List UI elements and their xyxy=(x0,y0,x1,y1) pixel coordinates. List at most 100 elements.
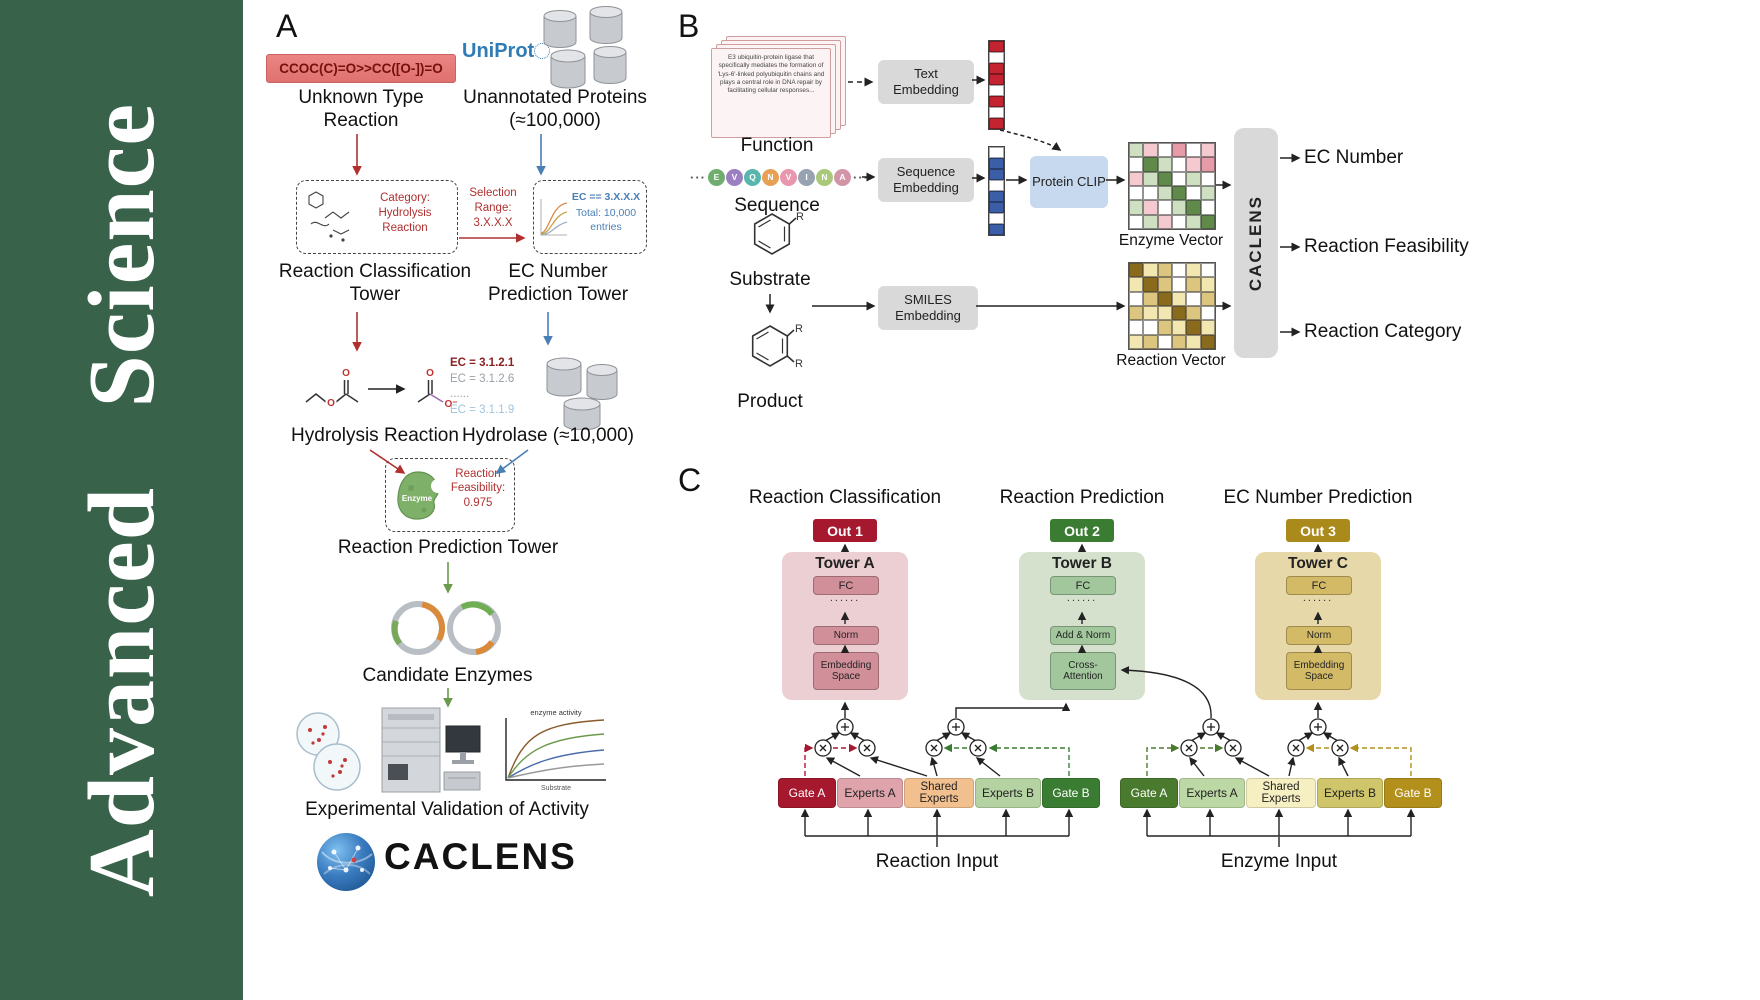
card-front: E3 ubiquitin-protein ligase that specifi… xyxy=(711,48,831,138)
matrix-cell xyxy=(1157,214,1172,229)
matrix-cell xyxy=(1171,320,1187,335)
matrix-cell xyxy=(1129,263,1144,278)
journal-name: Advanced Science xyxy=(69,102,174,898)
feasibility-box: Enzyme Reaction Feasibility: 0.975 xyxy=(385,458,515,532)
protein-clip-box: Protein CLIP xyxy=(1030,156,1108,208)
matrix-cell xyxy=(1157,277,1172,292)
ec-tower-label: EC Number Prediction Tower xyxy=(487,261,629,306)
matrix-cell xyxy=(1157,157,1172,172)
matrix-cell xyxy=(1186,143,1201,158)
matrix-cell xyxy=(989,107,1004,118)
tower-c: Tower C FC ...... Norm Embedding Space xyxy=(1255,552,1381,700)
header-reaction-prediction: Reaction Prediction xyxy=(999,487,1165,508)
matrix-cell xyxy=(1143,320,1158,335)
tower-c-fc: FC xyxy=(1286,576,1352,595)
matrix-cell xyxy=(1157,291,1172,306)
uniprot-logo: UniProt xyxy=(462,40,551,63)
matrix-cell xyxy=(1143,263,1158,278)
product-node xyxy=(1331,739,1349,757)
residue-circle-V: V xyxy=(726,168,743,186)
matrix-cell xyxy=(1157,171,1172,186)
matrix-cell xyxy=(1186,291,1201,306)
matrix-cell xyxy=(1171,263,1187,278)
matrix-cell xyxy=(989,213,1004,224)
residue-circle-A: A xyxy=(834,168,851,186)
matrix-cell xyxy=(1143,200,1158,215)
shared-experts-left: Shared Experts xyxy=(904,778,974,808)
gate-a-right: Gate A xyxy=(1120,778,1178,808)
header-reaction-classification: Reaction Classification xyxy=(748,487,942,508)
matrix-cell xyxy=(1129,185,1144,201)
product-node xyxy=(969,739,987,757)
matrix-cell xyxy=(989,180,1004,191)
reaction-vector-label: Reaction Vector xyxy=(1116,352,1226,369)
enzyme-input-label: Enzyme Input xyxy=(1220,851,1338,872)
matrix-cell xyxy=(1157,263,1172,278)
text-embedding-box: Text Embedding xyxy=(878,60,974,104)
classification-tower-label: Reaction Classification Tower xyxy=(278,261,472,306)
reaction-input-label: Reaction Input xyxy=(875,851,999,872)
experts-b-left: Experts B xyxy=(975,778,1041,808)
sequence-label: Sequence xyxy=(734,195,820,216)
matrix-cell xyxy=(1143,157,1158,172)
matrix-cell xyxy=(1200,320,1215,335)
curves-sketch-icon xyxy=(540,199,568,236)
matrix-cell xyxy=(1143,305,1158,321)
sum-node xyxy=(947,718,965,736)
tower-b: Tower B FC ...... Add & Norm Cross-Atten… xyxy=(1019,552,1145,700)
matrix-cell xyxy=(989,224,1004,235)
r-group-label: R xyxy=(795,358,803,370)
matrix-cell xyxy=(989,202,1004,213)
ec-line: EC = 3.1.1.9 xyxy=(450,403,515,416)
sum-node xyxy=(836,718,854,736)
output-reaction-feasibility: Reaction Feasibility xyxy=(1304,236,1469,257)
tower-c-embedding-space: Embedding Space xyxy=(1286,652,1352,690)
matrix-cell xyxy=(989,118,1004,129)
tower-b-add-norm: Add & Norm xyxy=(1050,626,1116,645)
substrate-molecule-icon: R xyxy=(753,211,804,255)
matrix-cell xyxy=(1200,171,1215,186)
caclens-module-box: CACLENS xyxy=(1234,128,1278,358)
gate-b-left: Gate B xyxy=(1042,778,1100,808)
matrix-cell xyxy=(1200,277,1215,292)
molecule-sketch-icon xyxy=(308,191,350,242)
residue-circle-I: I xyxy=(798,168,815,186)
output-ec-number: EC Number xyxy=(1304,147,1404,168)
residue-circle-Q: Q xyxy=(744,168,761,186)
matrix-cell xyxy=(1171,171,1187,186)
tower-a: Tower A FC ...... Norm Embedding Space xyxy=(782,552,908,700)
smiles-embedding-box: SMILES Embedding xyxy=(878,286,978,330)
product-label: Product xyxy=(737,391,803,412)
ec-number-list: EC = 3.1.2.1 EC = 3.1.2.6 ...... EC = 3.… xyxy=(450,356,532,418)
gate-a-left: Gate A xyxy=(778,778,836,808)
matrix-cell xyxy=(1186,277,1201,292)
enzyme-label: Enzyme xyxy=(402,494,433,503)
microscopy-views-icon xyxy=(296,712,361,791)
tower-a-embedding-space: Embedding Space xyxy=(813,652,879,690)
smiles-reaction-box: CCOC(C)=O>>CC([O-])=O xyxy=(266,54,456,83)
matrix-cell xyxy=(1157,320,1172,335)
category-box: Category: Hydrolysis Reaction xyxy=(296,180,458,254)
output-reaction-category: Reaction Category xyxy=(1304,321,1462,342)
matrix-cell xyxy=(1143,143,1158,158)
product-node xyxy=(858,739,876,757)
plasmid-icons xyxy=(391,601,501,655)
matrix-cell xyxy=(1157,305,1172,321)
matrix-cell xyxy=(989,96,1004,107)
matrix-cell xyxy=(1171,291,1187,306)
matrix-cell xyxy=(1186,320,1201,335)
substrate-label: Substrate xyxy=(729,269,811,290)
matrix-cell xyxy=(1129,305,1144,321)
tower-a-norm: Norm xyxy=(813,626,879,645)
matrix-cell xyxy=(989,158,1004,169)
matrix-cell xyxy=(1129,157,1144,172)
sum-node xyxy=(1309,718,1327,736)
matrix-cell xyxy=(1129,214,1144,229)
matrix-cell xyxy=(1143,185,1158,201)
uniprot-wordmark: UniProt xyxy=(462,40,535,62)
out1-box: Out 1 xyxy=(813,519,877,542)
out2-box: Out 2 xyxy=(1050,519,1114,542)
matrix-cell xyxy=(989,74,1004,85)
function-description: E3 ubiquitin-protein ligase that specifi… xyxy=(717,54,825,95)
